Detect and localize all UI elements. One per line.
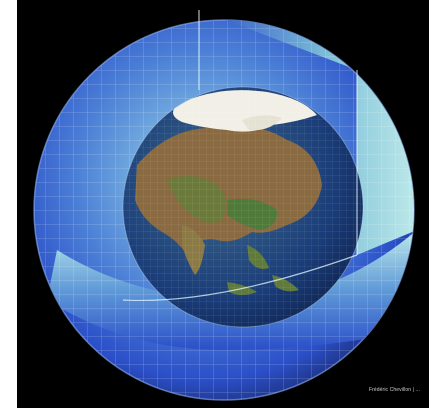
earth: [122, 86, 364, 328]
image-credit: Frédéric Chevillon | ...: [369, 387, 420, 393]
globe-illustration: [33, 10, 415, 401]
cutaway-edges: [122, 10, 358, 302]
image-frame: Frédéric Chevillon | ...: [17, 0, 429, 408]
